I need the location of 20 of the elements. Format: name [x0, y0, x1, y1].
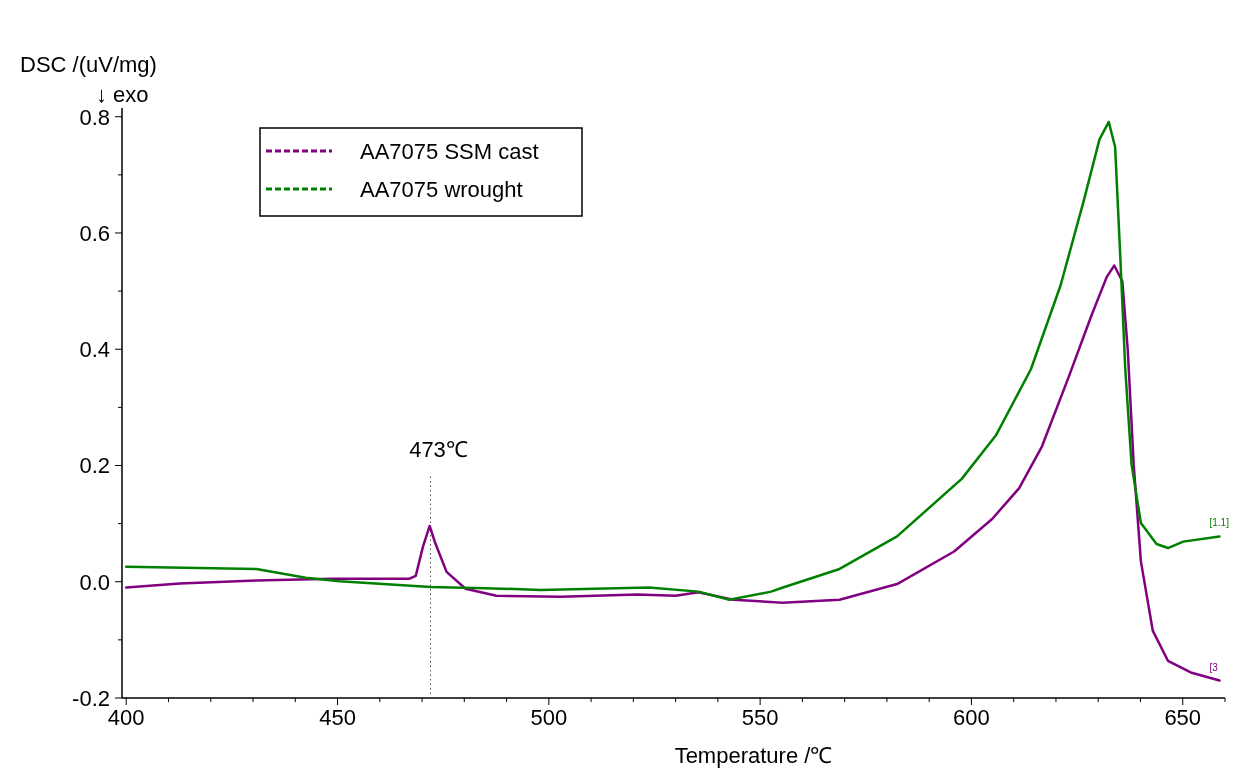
x-tick-label: 550: [741, 705, 779, 730]
legend-label: AA7075 SSM cast: [360, 139, 539, 164]
annotation: [1.1]: [1209, 517, 1230, 529]
x-tick-label: 650: [1164, 705, 1202, 730]
x-tick-label: 600: [953, 705, 990, 730]
x-axis-title: Temperature /℃: [674, 743, 833, 768]
x-tick-label: 450: [319, 705, 356, 730]
ref-line-label: 473℃: [409, 437, 468, 463]
y-tick-label: 0.8: [79, 104, 110, 130]
y-tick-label: 0.4: [79, 337, 110, 363]
y-axis-title: DSC /(uV/mg): [20, 52, 157, 77]
legend-label: AA7075 wrought: [360, 177, 523, 202]
y-tick-label: -0.2: [72, 686, 110, 711]
y-tick-label: 0.2: [79, 453, 110, 479]
x-tick-label: 400: [107, 705, 145, 730]
y-tick-label: 0.0: [79, 569, 110, 595]
x-tick-label: 500: [530, 705, 568, 730]
text: ↓ exo: [96, 82, 149, 107]
annotation: [3: [1209, 661, 1219, 673]
y-tick-label: 0.6: [79, 220, 110, 246]
